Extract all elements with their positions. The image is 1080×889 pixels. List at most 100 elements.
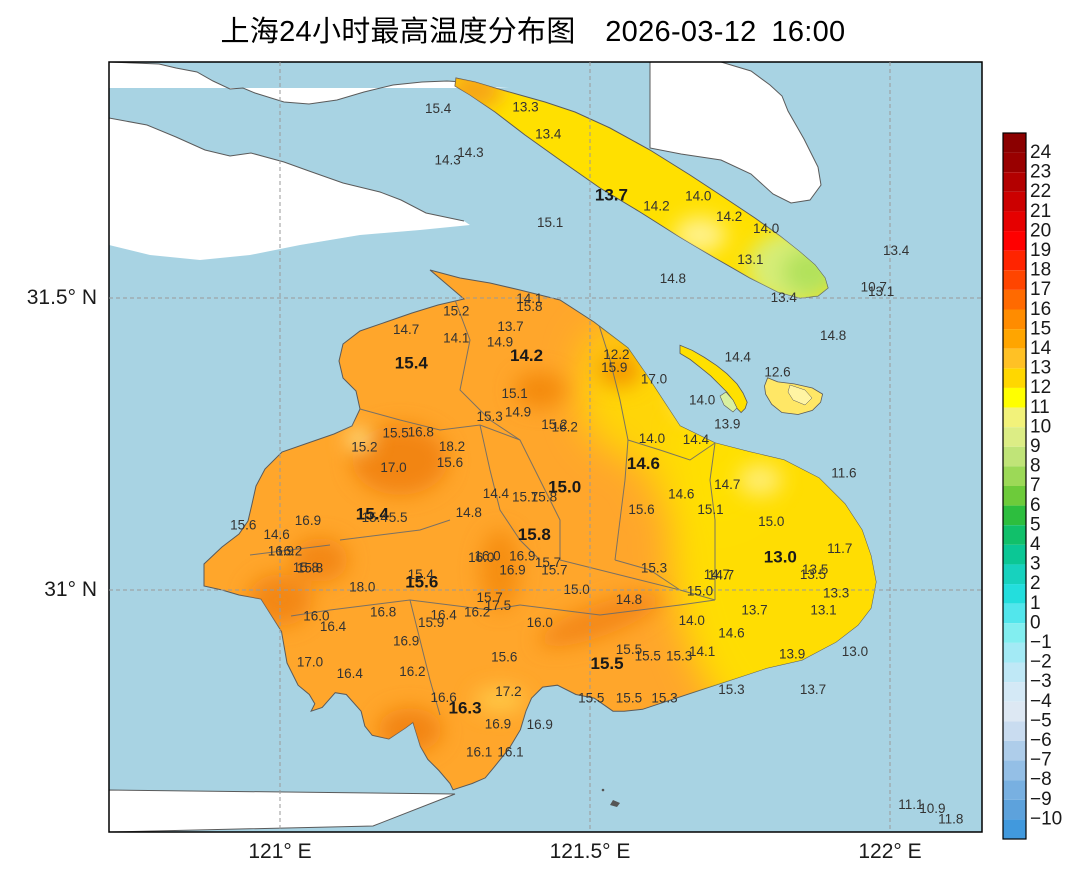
- svg-text:16.1: 16.1: [466, 744, 492, 759]
- svg-text:15.7: 15.7: [541, 563, 567, 578]
- svg-text:14.0: 14.0: [679, 613, 705, 628]
- svg-text:24: 24: [1030, 142, 1052, 163]
- svg-text:17: 17: [1030, 279, 1051, 300]
- svg-text:23: 23: [1030, 162, 1051, 183]
- svg-text:15.1: 15.1: [537, 215, 563, 230]
- svg-text:14.0: 14.0: [689, 393, 715, 408]
- svg-text:11.8: 11.8: [938, 812, 963, 827]
- svg-text:3: 3: [1030, 554, 1041, 575]
- svg-text:12.6: 12.6: [764, 364, 790, 379]
- svg-text:0: 0: [1030, 612, 1041, 633]
- svg-text:−6: −6: [1030, 730, 1052, 751]
- svg-text:14.6: 14.6: [264, 527, 290, 542]
- svg-text:13.1: 13.1: [737, 252, 763, 267]
- svg-text:13.7: 13.7: [497, 319, 523, 334]
- svg-text:17.2: 17.2: [495, 684, 521, 699]
- svg-text:16.9: 16.9: [393, 634, 419, 649]
- svg-text:17.0: 17.0: [380, 460, 406, 475]
- svg-text:13.7: 13.7: [595, 186, 628, 205]
- svg-text:−9: −9: [1030, 789, 1052, 810]
- svg-text:2: 2: [1030, 573, 1041, 594]
- svg-text:15.5: 15.5: [578, 690, 604, 705]
- svg-text:18: 18: [1030, 260, 1051, 281]
- svg-text:16.2: 16.2: [552, 419, 578, 434]
- svg-text:15.4: 15.4: [362, 510, 389, 525]
- svg-text:−3: −3: [1030, 671, 1052, 692]
- svg-text:13.1: 13.1: [868, 284, 894, 299]
- svg-text:14.6: 14.6: [718, 625, 744, 640]
- svg-text:16.4: 16.4: [337, 666, 364, 681]
- svg-text:13.4: 13.4: [771, 290, 798, 305]
- svg-text:17.0: 17.0: [297, 655, 323, 670]
- svg-text:14.6: 14.6: [668, 487, 694, 502]
- svg-text:15.6: 15.6: [628, 502, 654, 517]
- svg-text:16.9: 16.9: [295, 513, 321, 528]
- svg-text:13.0: 13.0: [842, 644, 868, 659]
- svg-text:16.8: 16.8: [408, 425, 434, 440]
- svg-text:18.2: 18.2: [439, 439, 465, 454]
- svg-text:15.4: 15.4: [408, 567, 435, 582]
- svg-text:8: 8: [1030, 456, 1041, 477]
- svg-text:14.4: 14.4: [725, 350, 752, 365]
- svg-text:15.6: 15.6: [437, 455, 463, 470]
- svg-text:15.5: 15.5: [616, 690, 642, 705]
- svg-text:14.0: 14.0: [685, 188, 711, 203]
- svg-text:15.8: 15.8: [531, 489, 557, 504]
- svg-text:15.4: 15.4: [395, 354, 429, 373]
- svg-text:6: 6: [1030, 495, 1041, 516]
- svg-text:15.8: 15.8: [518, 525, 551, 544]
- svg-text:−5: −5: [1030, 710, 1052, 731]
- svg-text:13.1: 13.1: [810, 602, 836, 617]
- svg-text:122° E: 122° E: [858, 840, 921, 863]
- svg-text:14.7: 14.7: [714, 477, 740, 492]
- svg-text:16.4: 16.4: [431, 608, 458, 623]
- svg-text:14.8: 14.8: [616, 592, 642, 607]
- svg-text:16.1: 16.1: [497, 744, 523, 759]
- svg-text:16.4: 16.4: [320, 619, 347, 634]
- svg-text:15.3: 15.3: [666, 648, 692, 663]
- svg-text:18.0: 18.0: [349, 579, 375, 594]
- svg-text:11.6: 11.6: [831, 466, 856, 481]
- svg-text:14.4: 14.4: [683, 432, 710, 447]
- svg-text:11: 11: [1030, 397, 1050, 418]
- svg-text:16.9: 16.9: [485, 716, 511, 731]
- svg-text:16.0: 16.0: [527, 615, 553, 630]
- svg-text:14: 14: [1030, 338, 1052, 359]
- svg-text:15.4: 15.4: [425, 101, 452, 116]
- svg-text:15.8: 15.8: [297, 561, 323, 576]
- svg-text:15.3: 15.3: [651, 690, 677, 705]
- svg-text:13.7: 13.7: [800, 682, 826, 697]
- svg-text:−7: −7: [1030, 750, 1052, 771]
- svg-text:1: 1: [1030, 593, 1041, 614]
- svg-text:15.0: 15.0: [564, 582, 590, 597]
- svg-text:14.7: 14.7: [704, 567, 730, 582]
- svg-text:15.5: 15.5: [635, 648, 661, 663]
- svg-text:14.3: 14.3: [457, 145, 483, 160]
- svg-text:16.2: 16.2: [399, 664, 425, 679]
- svg-text:13.9: 13.9: [779, 646, 805, 661]
- svg-text:13.5: 13.5: [800, 567, 826, 582]
- svg-text:13: 13: [1030, 358, 1051, 379]
- svg-text:15.0: 15.0: [758, 514, 784, 529]
- svg-text:13.4: 13.4: [883, 243, 910, 258]
- svg-text:5.5: 5.5: [389, 510, 408, 525]
- svg-text:15.6: 15.6: [230, 517, 256, 532]
- svg-text:15.2: 15.2: [351, 439, 377, 454]
- svg-text:−8: −8: [1030, 769, 1052, 790]
- svg-text:15.8: 15.8: [516, 299, 542, 314]
- svg-text:14.9: 14.9: [487, 335, 513, 350]
- svg-text:16.9: 16.9: [509, 549, 535, 564]
- svg-text:14.8: 14.8: [660, 271, 686, 286]
- svg-text:15.0: 15.0: [687, 584, 713, 599]
- svg-text:16.6: 16.6: [431, 690, 457, 705]
- svg-text:5: 5: [1030, 514, 1041, 535]
- svg-text:16: 16: [1030, 299, 1051, 320]
- svg-text:13.7: 13.7: [741, 602, 767, 617]
- svg-text:14.2: 14.2: [716, 209, 742, 224]
- svg-text:13.4: 13.4: [535, 127, 562, 142]
- svg-text:31.5° N: 31.5° N: [27, 286, 97, 309]
- svg-text:16.0: 16.0: [468, 550, 494, 565]
- svg-text:19: 19: [1030, 240, 1051, 261]
- svg-text:14.0: 14.0: [639, 431, 665, 446]
- svg-text:17.0: 17.0: [641, 372, 667, 387]
